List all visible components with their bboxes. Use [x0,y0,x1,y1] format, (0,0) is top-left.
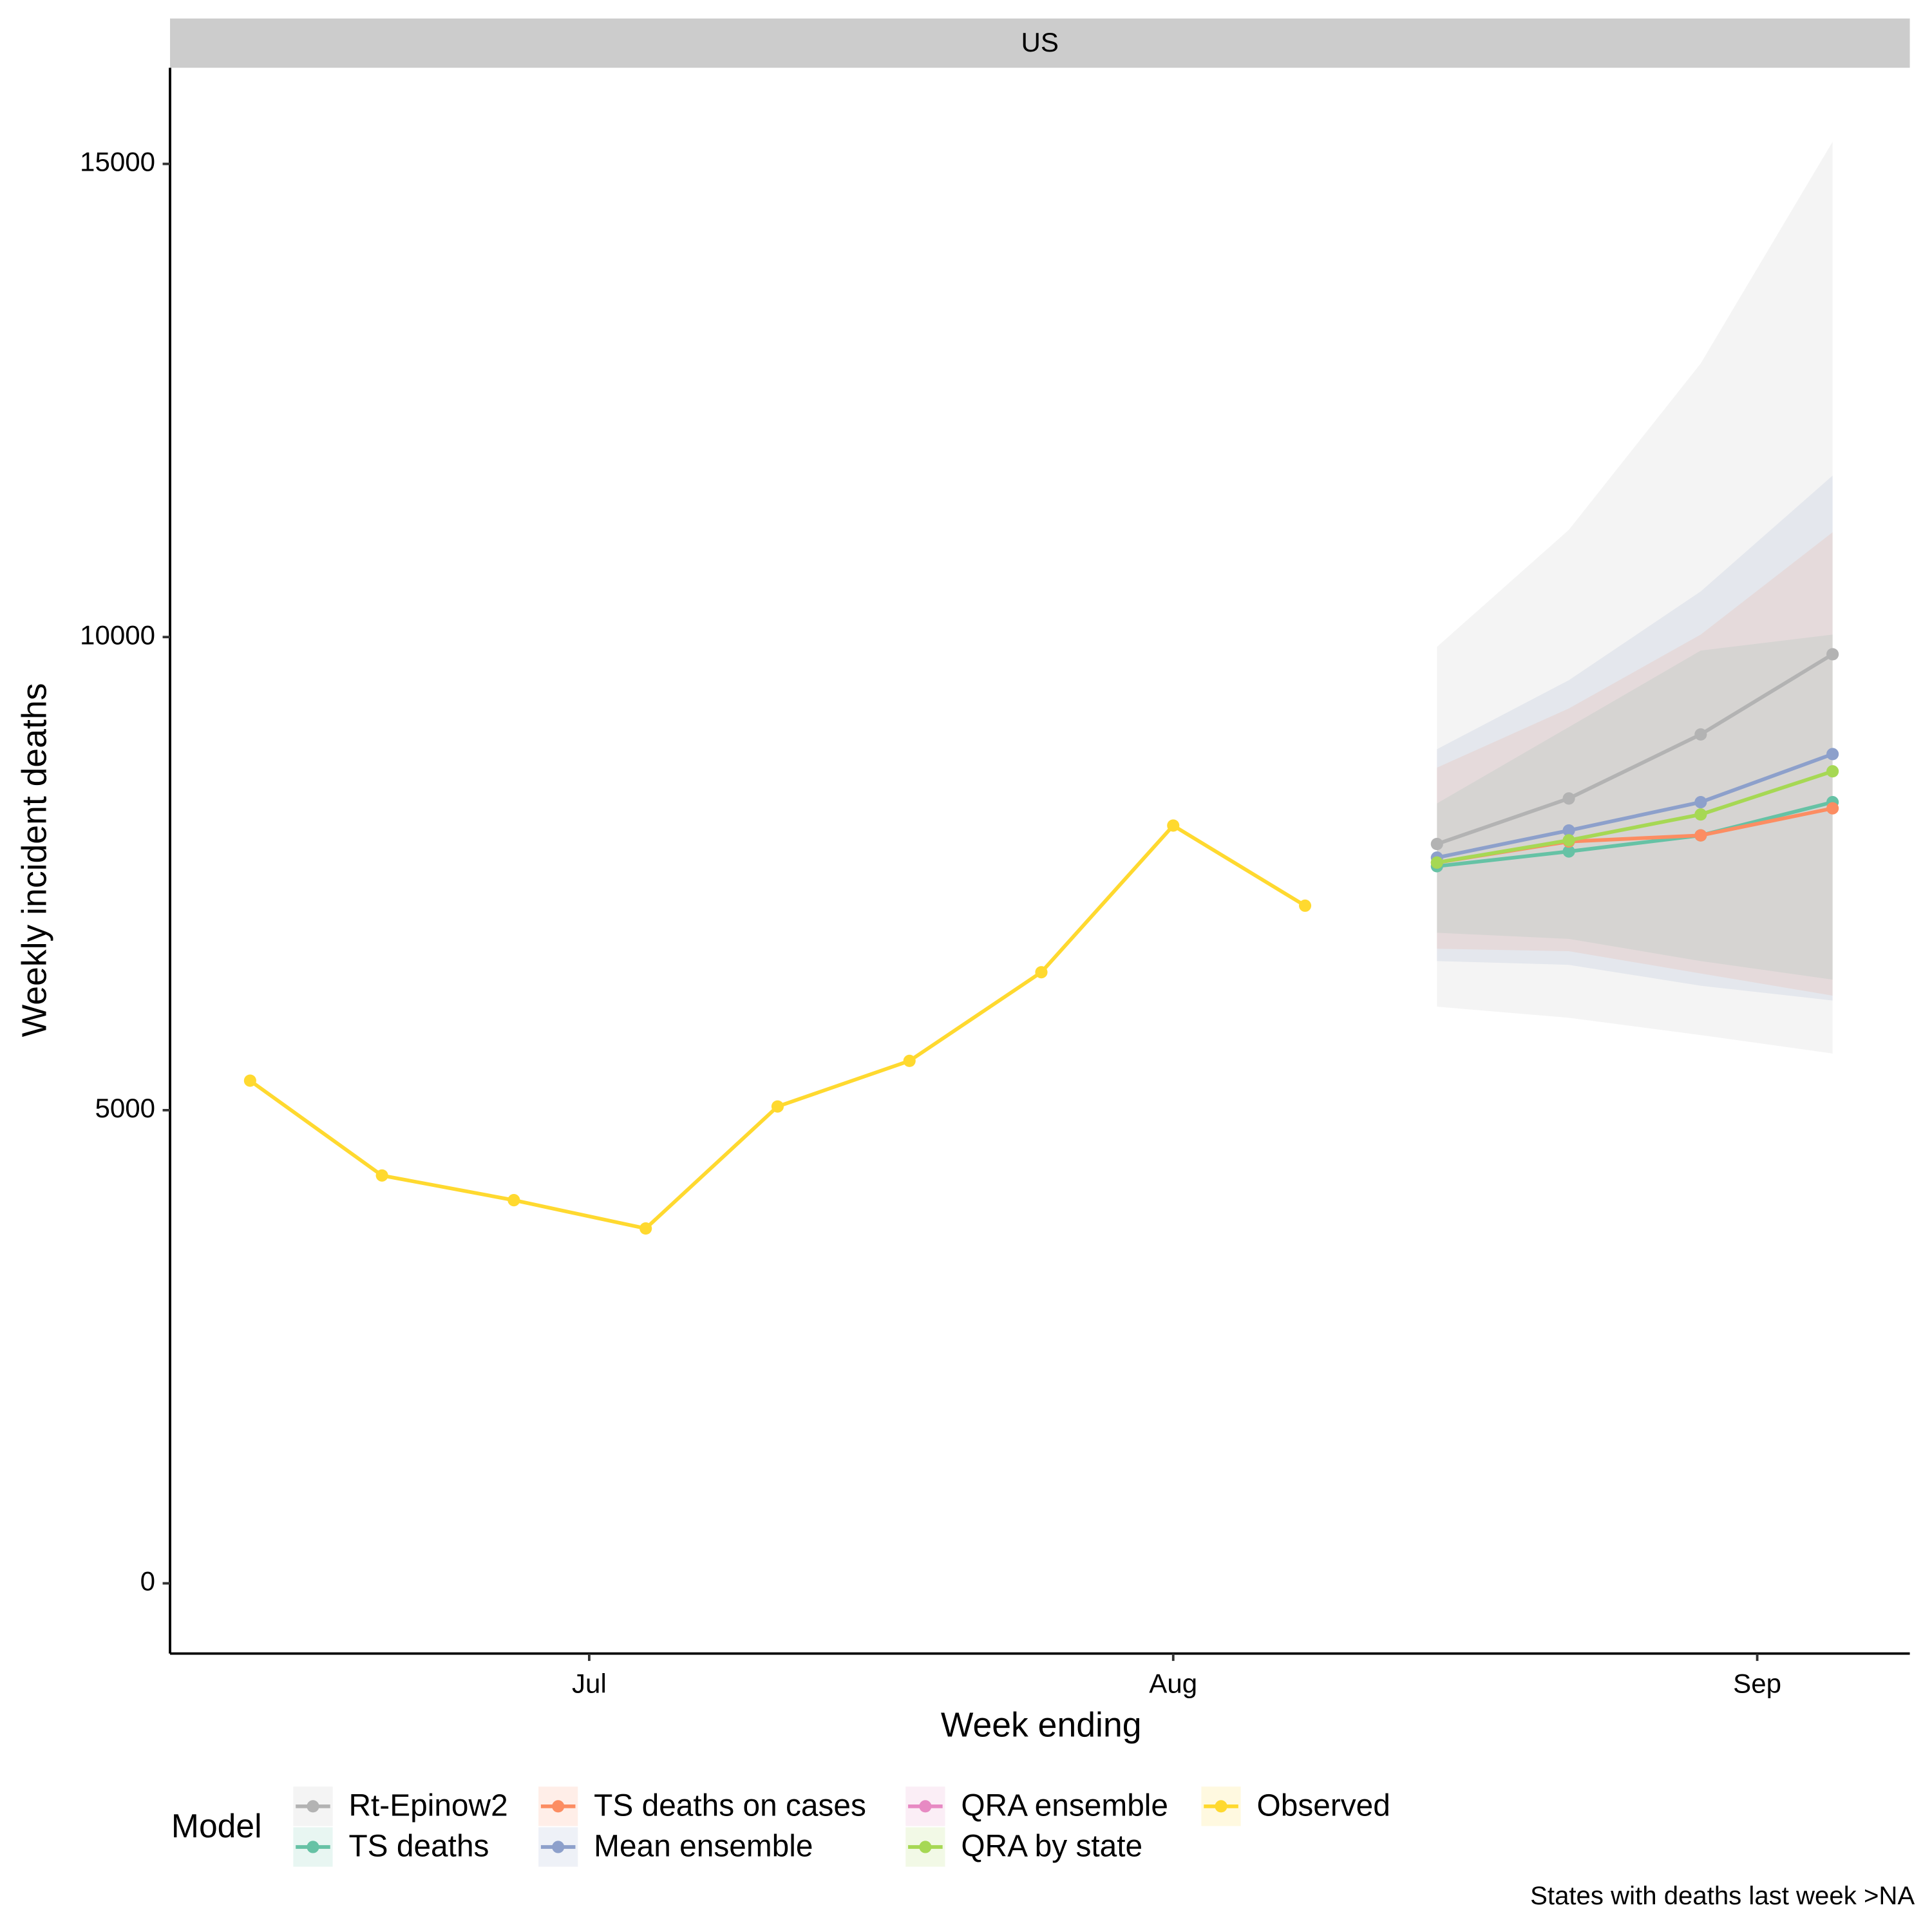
legend-label: QRA ensemble [961,1788,1168,1823]
data-point [1562,845,1575,858]
legend-key-point [307,1800,319,1813]
x-axis-title: Week ending [941,1707,1142,1745]
data-point [1694,796,1707,809]
series-line [249,823,1307,1231]
data-point [1562,834,1575,847]
plot-area [243,142,1839,1235]
legend-label: Observed [1257,1788,1390,1823]
interval-band [1437,475,1833,1001]
legend-key-point [552,1841,565,1853]
data-point [903,1054,916,1067]
y-tick-label: 15000 [80,147,155,177]
y-axis-title: Weekly incident deaths [16,683,54,1037]
interval-band [1437,532,1833,996]
legend-key-point [552,1800,565,1813]
data-point [243,1074,256,1087]
legend-title: Model [171,1807,262,1844]
legend-label: Rt-Epinow2 [348,1788,507,1823]
data-point [1167,819,1180,832]
data-point [1694,808,1707,821]
y-tick-label: 0 [140,1566,155,1596]
data-point [639,1222,652,1235]
data-point [1298,899,1312,912]
x-tick-label: Aug [1149,1668,1197,1698]
legend-key-point [919,1841,932,1853]
data-point [771,1100,784,1113]
data-point [1694,728,1707,741]
legend-label: Mean ensemble [594,1830,813,1864]
series-line [1436,769,1833,865]
data-point [507,1194,520,1207]
data-point [1430,856,1443,869]
y-tick-label: 10000 [80,620,155,650]
x-tick-label: Sep [1733,1668,1781,1698]
series-line [1436,800,1833,868]
data-point [1035,966,1048,979]
legend-label: QRA by state [961,1830,1142,1864]
x-tick-label: Jul [572,1668,607,1698]
data-point [1826,802,1839,815]
legend-key-point [919,1800,932,1813]
series-line [1436,652,1834,846]
strip [170,18,1910,68]
data-point [375,1169,388,1182]
legend-label: TS deaths [348,1830,489,1864]
caption: States with deaths last week >NA [1530,1881,1915,1910]
legend-key-point [1215,1800,1227,1813]
series-line [1436,752,1833,860]
data-point [1826,748,1839,761]
y-tick-label: 5000 [95,1093,155,1123]
data-point [1826,765,1839,778]
data-point [1562,792,1575,805]
legend-key-point [307,1841,319,1853]
data-point [1430,837,1443,851]
data-point [1562,824,1575,837]
strip-label: US [1021,27,1059,57]
data-point [1826,648,1839,661]
legend-label: TS deaths on cases [594,1788,866,1823]
interval-band [1437,634,1833,980]
data-point [1694,829,1707,842]
